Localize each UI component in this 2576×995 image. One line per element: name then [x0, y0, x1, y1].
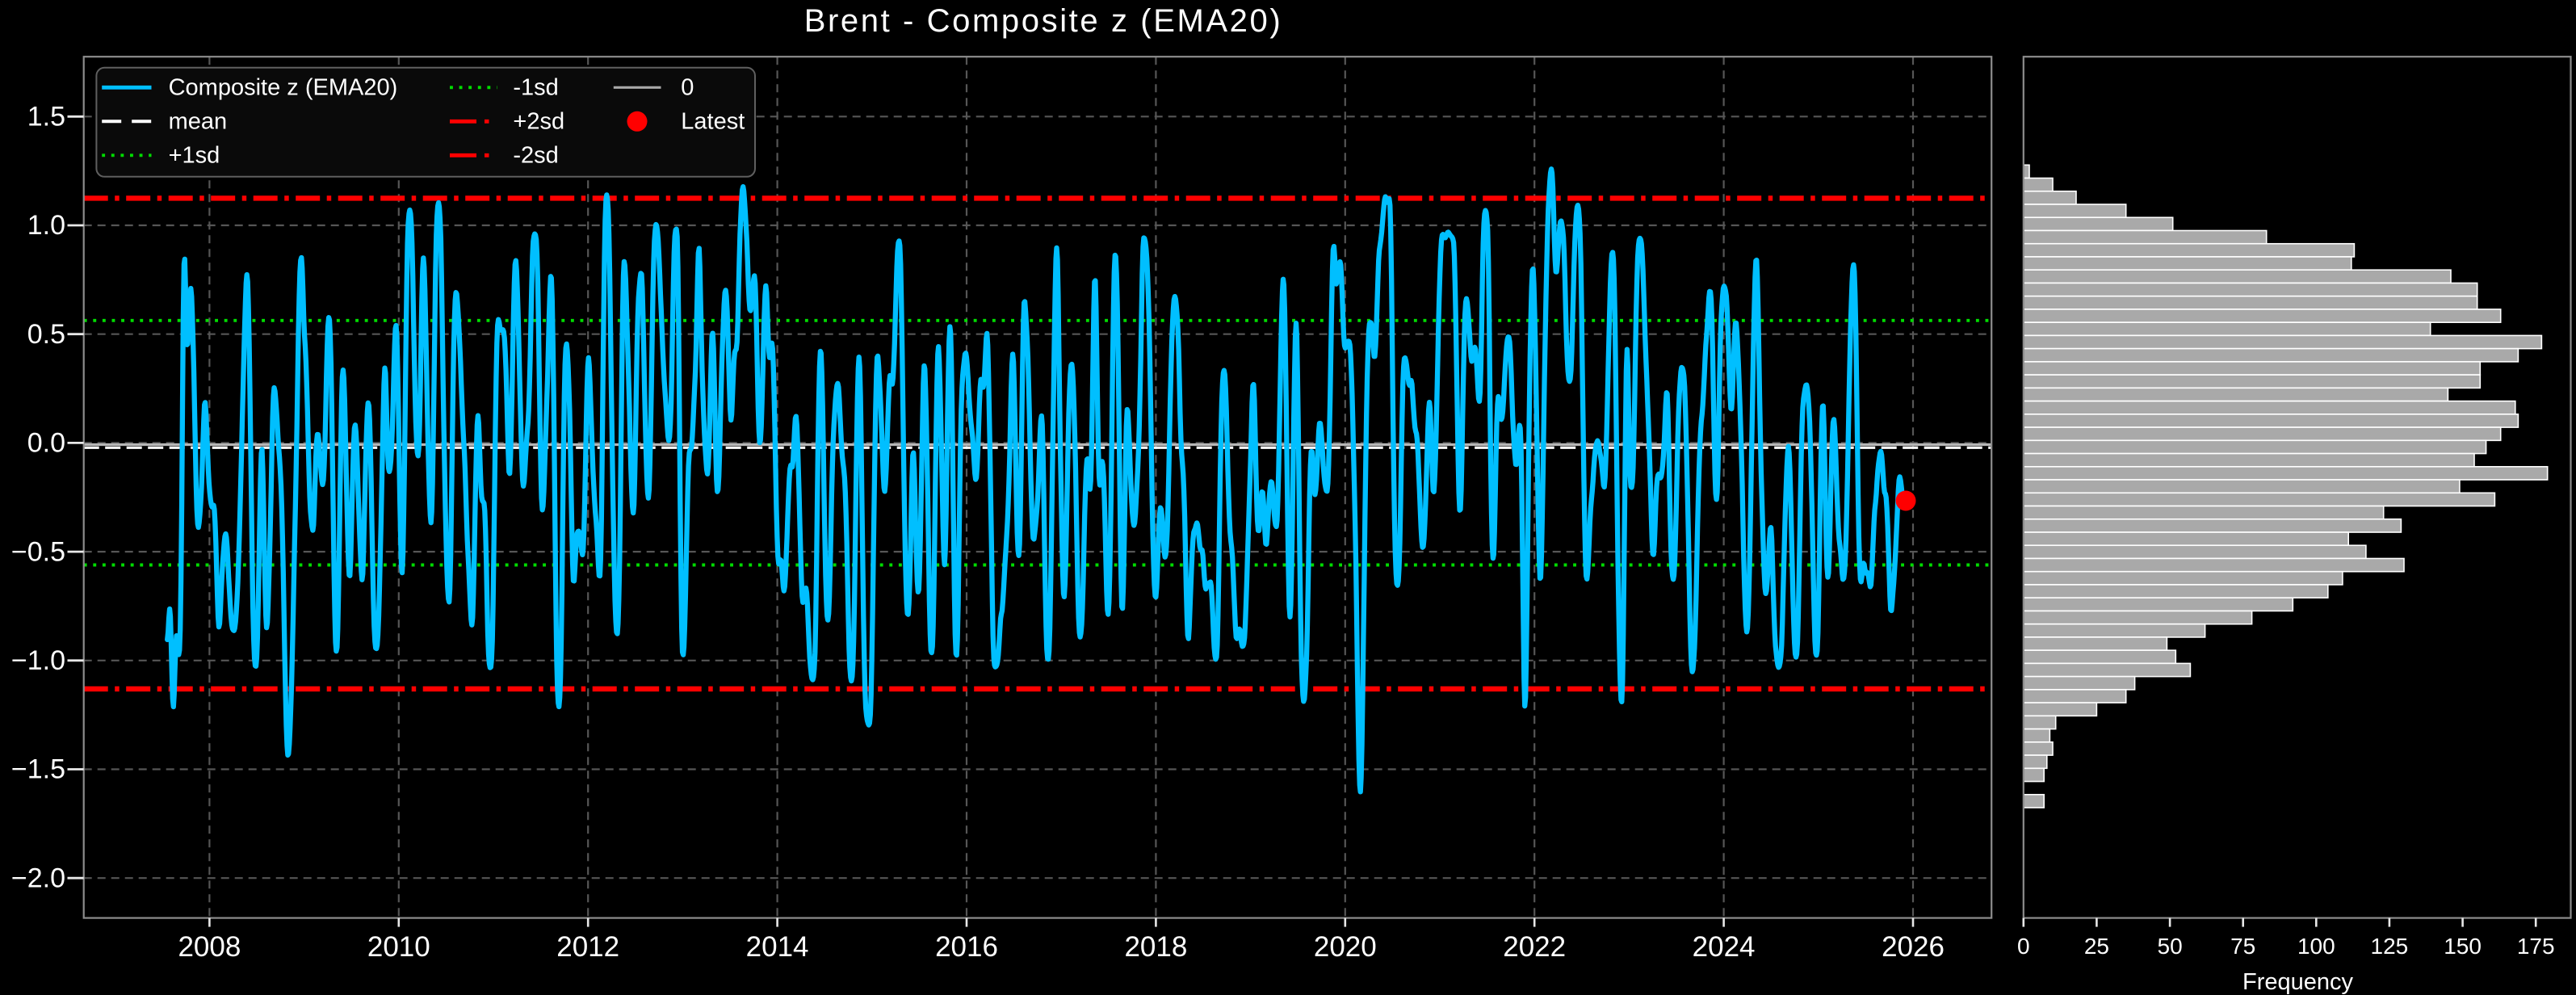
- svg-text:2016: 2016: [935, 931, 998, 963]
- svg-text:0: 0: [681, 75, 694, 101]
- svg-text:+1sd: +1sd: [169, 143, 220, 169]
- svg-text:Composite z (EMA20): Composite z (EMA20): [169, 75, 398, 101]
- svg-text:0.5: 0.5: [27, 319, 65, 350]
- svg-text:100: 100: [2297, 934, 2335, 959]
- svg-text:−0.5: −0.5: [11, 536, 65, 567]
- svg-text:2008: 2008: [178, 931, 241, 963]
- svg-text:Brent - Composite z (EMA20): Brent - Composite z (EMA20): [804, 3, 1283, 39]
- svg-text:−1.0: −1.0: [11, 645, 65, 676]
- svg-text:75: 75: [2230, 934, 2255, 959]
- svg-text:2018: 2018: [1124, 931, 1187, 963]
- svg-text:1.5: 1.5: [27, 102, 65, 132]
- svg-text:2020: 2020: [1314, 931, 1377, 963]
- svg-text:-2sd: -2sd: [513, 143, 558, 169]
- svg-text:50: 50: [2158, 934, 2183, 959]
- svg-text:125: 125: [2371, 934, 2409, 959]
- svg-text:175: 175: [2517, 934, 2555, 959]
- svg-text:Frequency: Frequency: [2242, 969, 2354, 995]
- svg-text:2012: 2012: [556, 931, 619, 963]
- svg-text:−2.0: −2.0: [11, 863, 65, 893]
- svg-text:mean: mean: [169, 109, 228, 135]
- svg-text:2014: 2014: [746, 931, 809, 963]
- svg-text:Latest: Latest: [681, 109, 745, 135]
- svg-text:150: 150: [2444, 934, 2482, 959]
- svg-text:1.0: 1.0: [27, 210, 65, 241]
- svg-text:0.0: 0.0: [27, 428, 65, 459]
- svg-text:2010: 2010: [367, 931, 430, 963]
- svg-text:2024: 2024: [1693, 931, 1756, 963]
- svg-text:+2sd: +2sd: [513, 109, 564, 135]
- svg-text:2026: 2026: [1882, 931, 1945, 963]
- svg-text:2022: 2022: [1503, 931, 1566, 963]
- svg-text:25: 25: [2084, 934, 2109, 959]
- svg-text:-1sd: -1sd: [513, 75, 558, 101]
- svg-text:0: 0: [2017, 934, 2030, 959]
- svg-text:−1.5: −1.5: [11, 754, 65, 785]
